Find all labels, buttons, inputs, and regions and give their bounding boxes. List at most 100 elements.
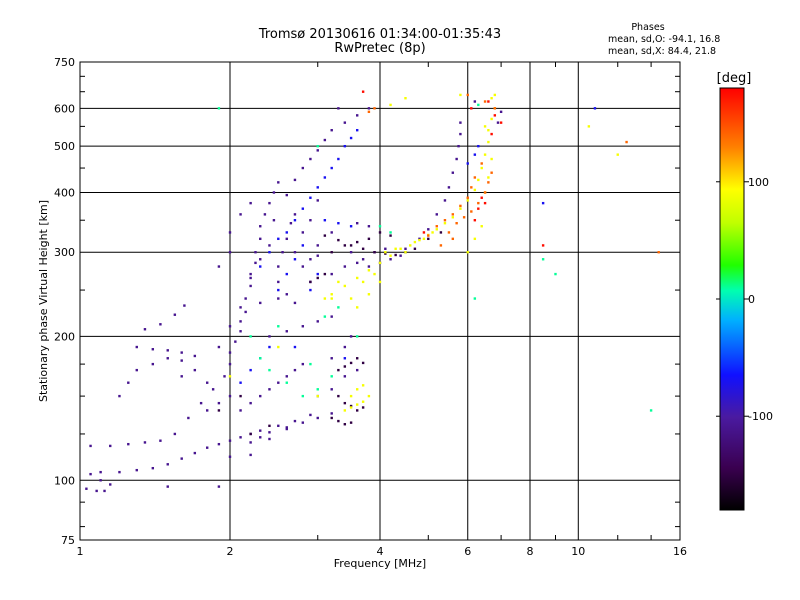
data-point [151,348,155,351]
data-point [301,421,305,424]
data-point [389,231,392,234]
data-point [254,261,257,265]
data-point [268,244,271,247]
data-point [259,237,262,241]
data-point [378,231,382,234]
data-point [487,140,490,144]
data-point [217,265,221,268]
data-point [249,284,252,288]
data-point [355,306,359,309]
data-point [483,125,487,128]
data-point [477,103,480,107]
data-point [367,237,371,241]
data-point [268,345,271,349]
data-point [349,361,353,365]
data-point [268,201,271,205]
data-point [259,357,262,360]
data-point [490,157,493,161]
data-point [413,247,417,250]
data-point [361,361,365,365]
data-point [277,424,280,428]
data-point [228,375,232,378]
data-point [259,258,262,261]
data-point [180,457,183,460]
data-point [378,261,382,265]
data-point [173,313,177,316]
data-point [337,306,340,309]
data-point [228,439,232,442]
colorbar [719,87,745,511]
data-point [355,368,359,372]
data-point [487,176,490,179]
data-point [343,357,347,360]
data-point [180,375,183,378]
data-point [259,225,262,228]
grid-lines [80,62,680,540]
data-point [135,345,138,349]
data-point [109,483,112,486]
data-point [249,335,252,338]
data-point [459,204,462,208]
data-point [459,132,462,136]
data-point [173,432,177,436]
data-point [473,176,477,179]
data-point [330,297,333,300]
data-point [285,293,288,296]
data-point [239,320,242,323]
data-point [499,110,503,114]
data-point [343,365,347,368]
data-point [389,258,392,261]
data-point [490,171,493,174]
data-point [389,234,392,237]
data-point [490,96,493,100]
data-point [263,213,267,216]
data-point [439,244,443,247]
data-point [301,394,305,398]
data-point [355,114,359,117]
data-point [95,489,98,493]
x-tick-label: 1 [77,545,84,558]
phases-o-stats: mean, sd,O: -94.1, 16.8 [608,34,720,45]
data-point [99,470,102,474]
data-point [483,153,487,156]
data-point [466,93,469,97]
data-point [285,231,288,234]
data-point [143,328,147,331]
data-point [323,315,327,318]
data-point [228,251,232,254]
data-point [316,320,319,323]
data-point [183,304,186,307]
data-point [293,251,297,254]
data-point [337,107,340,110]
data-point [496,121,500,124]
data-point [349,335,353,338]
data-point [470,107,473,110]
data-point [349,244,353,247]
data-point [466,251,469,254]
data-point [451,237,455,241]
data-point [316,388,319,391]
data-point [330,388,333,391]
data-point [301,244,305,247]
data-point [413,240,417,244]
data-point [361,400,365,403]
data-point [293,419,297,423]
data-point [309,280,312,284]
data-point [330,272,333,276]
data-point [349,421,353,424]
data-point [470,186,473,189]
data-point [435,225,438,228]
data-point [259,394,262,398]
data-point [323,272,327,276]
data-point [228,394,232,398]
phases-x-stats: mean, sd,X: 84.4, 21.8 [608,46,716,57]
data-point [285,330,288,333]
data-point [205,409,209,412]
data-point [293,178,297,182]
data-point [384,252,387,255]
data-point [343,244,347,247]
data-point [316,244,319,247]
x-tick-label: 6 [464,545,471,558]
data-point [587,125,591,128]
